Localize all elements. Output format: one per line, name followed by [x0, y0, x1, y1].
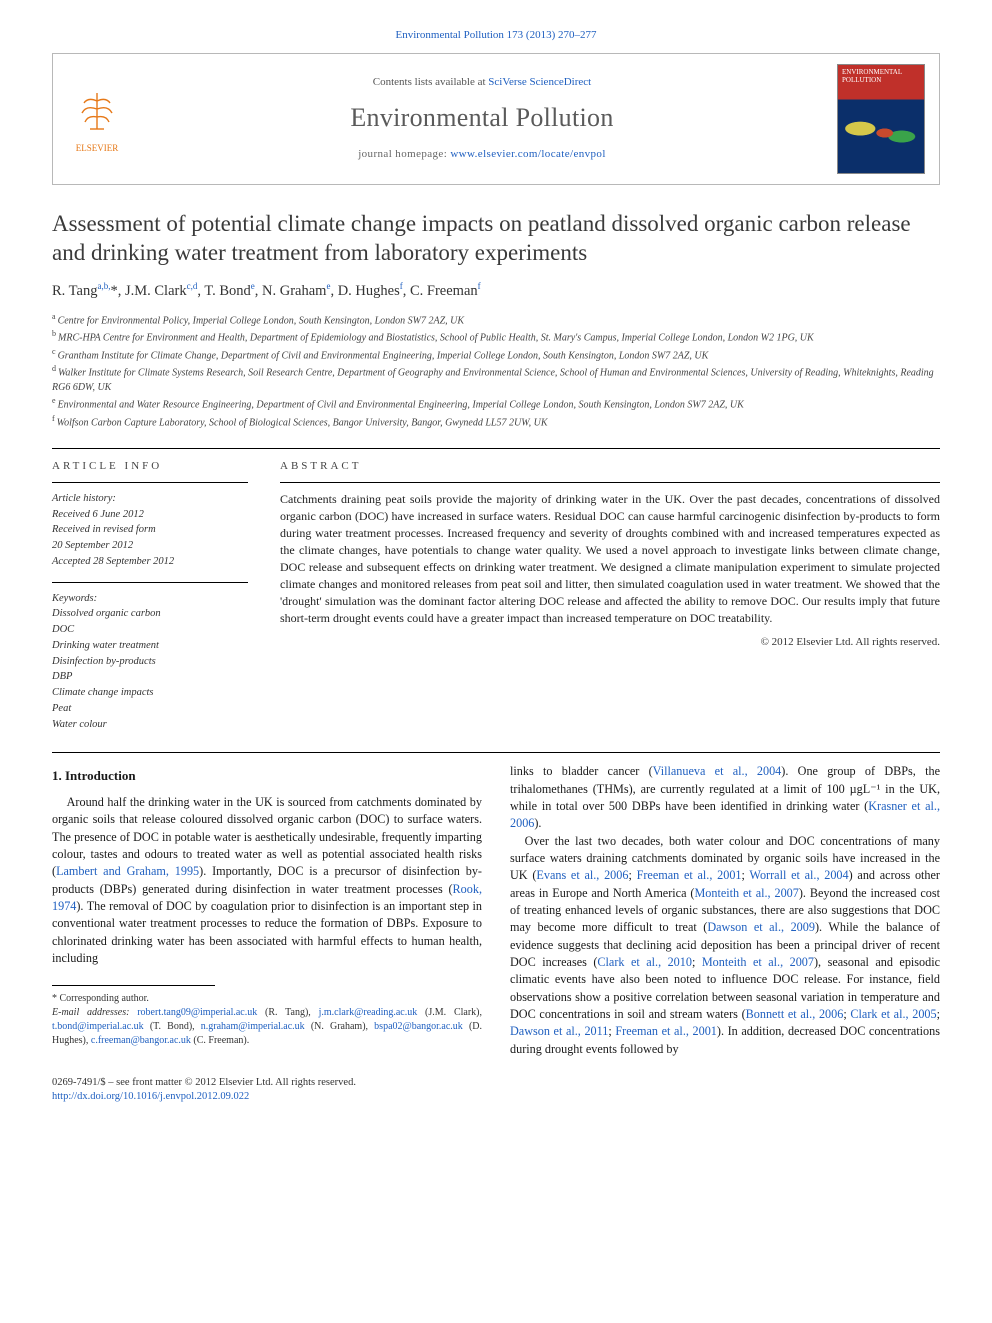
- contents-line: Contents lists available at SciVerse Sci…: [145, 75, 819, 90]
- abstract-text: Catchments draining peat soils provide t…: [280, 491, 940, 627]
- keyword: Peat: [52, 701, 248, 717]
- email-link[interactable]: t.bond@imperial.ac.uk: [52, 1021, 144, 1032]
- article-body: 1. Introduction Around half the drinking…: [52, 763, 940, 1058]
- ref-link[interactable]: Villanueva et al., 2004: [653, 764, 782, 778]
- affiliation: eEnvironmental and Water Resource Engine…: [52, 395, 940, 412]
- keywords-block: Keywords: Dissolved organic carbon DOC D…: [52, 591, 248, 733]
- keyword: Dissolved organic carbon: [52, 606, 248, 622]
- ref-link[interactable]: Monteith et al., 2007: [694, 886, 798, 900]
- history-label: Article history:: [52, 491, 248, 507]
- body-paragraph: links to bladder cancer (Villanueva et a…: [510, 763, 940, 832]
- keyword: DOC: [52, 622, 248, 638]
- doi-link[interactable]: http://dx.doi.org/10.1016/j.envpol.2012.…: [52, 1091, 249, 1102]
- citation-link[interactable]: Environmental Pollution 173 (2013) 270–2…: [395, 29, 596, 41]
- email-link[interactable]: j.m.clark@reading.ac.uk: [319, 1007, 418, 1018]
- article-title: Assessment of potential climate change i…: [52, 209, 940, 268]
- footnotes: * Corresponding author. E-mail addresses…: [52, 992, 482, 1048]
- journal-header: ELSEVIER Contents lists available at Sci…: [52, 53, 940, 185]
- ref-link[interactable]: Freeman et al., 2001: [637, 868, 742, 882]
- citation-line: Environmental Pollution 173 (2013) 270–2…: [52, 28, 940, 43]
- history-line: Received 6 June 2012: [52, 507, 248, 523]
- history-line: Accepted 28 September 2012: [52, 554, 248, 570]
- journal-homepage-link[interactable]: www.elsevier.com/locate/envpol: [450, 148, 605, 160]
- affiliation: cGrantham Institute for Climate Change, …: [52, 346, 940, 363]
- affiliations-list: aCentre for Environmental Policy, Imperi…: [52, 311, 940, 430]
- corresponding-author: * Corresponding author.: [52, 992, 482, 1006]
- section-heading: 1. Introduction: [52, 767, 482, 785]
- ref-link[interactable]: Dawson et al., 2009: [707, 920, 815, 934]
- article-info-label: ARTICLE INFO: [52, 459, 248, 474]
- footer: 0269-7491/$ – see front matter © 2012 El…: [52, 1076, 940, 1104]
- abstract-label: ABSTRACT: [280, 459, 940, 474]
- divider: [52, 752, 940, 753]
- ref-link[interactable]: Monteith et al., 2007: [702, 955, 814, 969]
- ref-link[interactable]: Freeman et al., 2001: [615, 1024, 717, 1038]
- keyword: Disinfection by-products: [52, 654, 248, 670]
- authors-list: R. Tanga,b,*, J.M. Clarkc,d, T. Bonde, N…: [52, 280, 940, 301]
- affiliation: dWalker Institute for Climate Systems Re…: [52, 363, 940, 395]
- ref-link[interactable]: Evans et al., 2006: [536, 868, 628, 882]
- footnote-divider: [52, 985, 215, 986]
- ref-link[interactable]: Worrall et al., 2004: [749, 868, 848, 882]
- email-addresses: E-mail addresses: robert.tang09@imperial…: [52, 1006, 482, 1048]
- affiliation: fWolfson Carbon Capture Laboratory, Scho…: [52, 413, 940, 430]
- email-link[interactable]: bspa02@bangor.ac.uk: [374, 1021, 463, 1032]
- cover-map-icon: [844, 111, 918, 155]
- email-link[interactable]: robert.tang09@imperial.ac.uk: [137, 1007, 257, 1018]
- email-link[interactable]: n.graham@imperial.ac.uk: [201, 1021, 305, 1032]
- email-link[interactable]: c.freeman@bangor.ac.uk: [91, 1035, 191, 1046]
- elsevier-tree-icon: [74, 89, 120, 142]
- history-line: 20 September 2012: [52, 538, 248, 554]
- ref-link[interactable]: Bonnett et al., 2006: [746, 1007, 844, 1021]
- elsevier-logo-text: ELSEVIER: [76, 142, 119, 154]
- front-matter-line: 0269-7491/$ – see front matter © 2012 El…: [52, 1076, 356, 1090]
- journal-name: Environmental Pollution: [145, 100, 819, 135]
- homepage-line: journal homepage: www.elsevier.com/locat…: [145, 147, 819, 162]
- article-history: Article history: Received 6 June 2012 Re…: [52, 491, 248, 570]
- history-line: Received in revised form: [52, 522, 248, 538]
- cover-title: ENVIRONMENTAL POLLUTION: [842, 69, 920, 84]
- keyword: Drinking water treatment: [52, 638, 248, 654]
- body-paragraph: Around half the drinking water in the UK…: [52, 794, 482, 967]
- abstract-copyright: © 2012 Elsevier Ltd. All rights reserved…: [280, 635, 940, 650]
- affiliation: aCentre for Environmental Policy, Imperi…: [52, 311, 940, 328]
- ref-link[interactable]: Clark et al., 2010: [597, 955, 692, 969]
- ref-link[interactable]: Clark et al., 2005: [850, 1007, 936, 1021]
- sciencedirect-link[interactable]: SciVerse ScienceDirect: [488, 76, 591, 88]
- affiliation: bMRC-HPA Centre for Environment and Heal…: [52, 328, 940, 345]
- ref-link[interactable]: Dawson et al., 2011: [510, 1024, 608, 1038]
- divider: [52, 448, 940, 449]
- keyword: DBP: [52, 669, 248, 685]
- keyword: Water colour: [52, 717, 248, 733]
- keyword: Climate change impacts: [52, 685, 248, 701]
- journal-cover-thumbnail: ENVIRONMENTAL POLLUTION: [837, 64, 925, 174]
- body-paragraph: Over the last two decades, both water co…: [510, 833, 940, 1058]
- keywords-label: Keywords:: [52, 591, 248, 607]
- ref-link[interactable]: Lambert and Graham, 1995: [56, 864, 199, 878]
- elsevier-logo: ELSEVIER: [67, 84, 127, 154]
